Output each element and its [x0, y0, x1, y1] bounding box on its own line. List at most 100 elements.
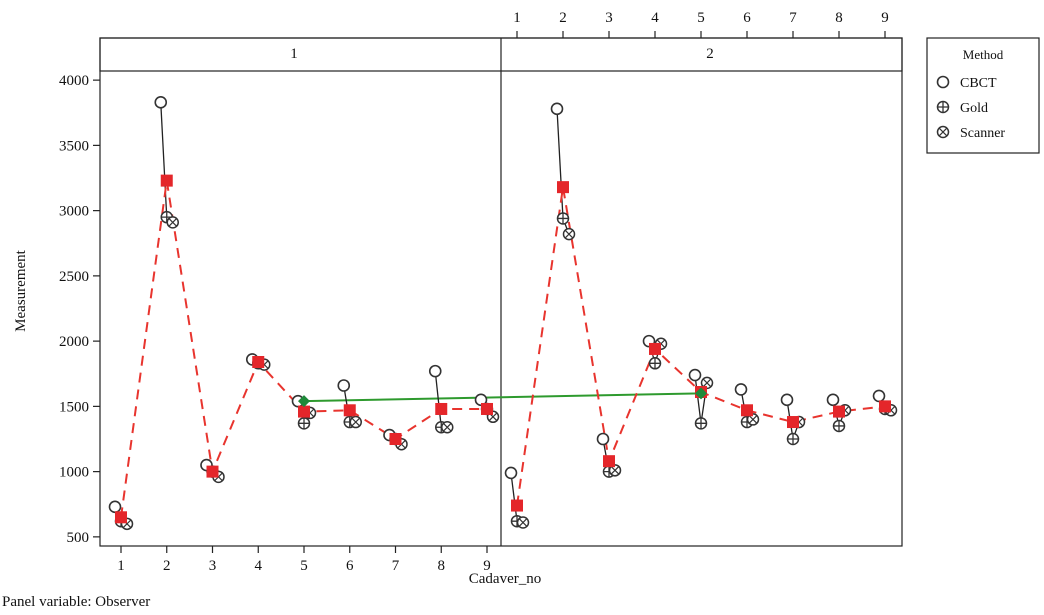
panel-2-scanner-point-2-x [564, 229, 574, 239]
panel-1-cbct-point-8 [428, 364, 442, 378]
panel-1-mean-marker-4 [252, 356, 265, 369]
panel-label-1: 1 [290, 46, 298, 62]
overall-mean-line [303, 392, 702, 403]
panel-2-gold-point-2-cross [557, 212, 569, 224]
panel-2-gold-point-4-cross [649, 357, 661, 369]
panel-1-mean-marker-8 [435, 402, 448, 415]
panel-2-scanner-point-5 [700, 376, 714, 390]
y-tick-label-3500: 3500 [59, 138, 89, 154]
y-tick-label-3000: 3000 [59, 204, 89, 220]
x-axis-label: Cadaver_no [469, 571, 541, 587]
panel-1-scanner-point-8 [441, 421, 454, 434]
panel-2-scanner-point-1 [516, 516, 530, 529]
panel-1-mean-marker-5 [298, 405, 310, 418]
panel-1-mean-marker-6 [343, 404, 356, 417]
legend-label-cbct: CBCT [960, 76, 997, 91]
panel-1-marks [108, 96, 702, 531]
panel-2-mean-marker-7 [787, 416, 799, 429]
panel-1-mean-marker-7 [389, 432, 402, 445]
y-axis: 500 1000 1500 2000 2500 3000 3500 4000 [59, 73, 100, 546]
legend-marker-scanner-x [938, 127, 948, 137]
legend-items: CBCT Gold Scanner [936, 75, 1005, 141]
panel-1-cbct-point-1 [108, 500, 122, 514]
footnote: Panel variable: Observer [2, 594, 150, 610]
x-tick-label-bottom-8: 8 [438, 558, 446, 574]
y-tick-label-1000: 1000 [59, 465, 89, 481]
panel-2-cbct-point-3 [596, 432, 610, 446]
panel-1-gold-point-5-cross [298, 417, 310, 429]
panel-2-gold-point-8 [832, 419, 846, 433]
x-tick-label-bottom-1: 1 [117, 558, 125, 574]
panel-2-scanner-point-6-x [748, 415, 758, 424]
panel-1-scanner-point-6-x [351, 417, 361, 427]
x-tick-label-bottom-6: 6 [346, 558, 354, 574]
panel-2-gold-point-2 [556, 212, 570, 225]
panel-1-mean-marker-2 [160, 174, 173, 187]
panel-2-mean-marker-9 [879, 400, 891, 413]
panel-2-gold-point-8-cross [833, 420, 845, 432]
panel-2-cbct-point-2 [550, 102, 564, 116]
panel-2-cbct-point-8 [826, 393, 840, 407]
legend-label-gold: Gold [960, 101, 988, 116]
panel-1-scanner-point-2 [166, 216, 179, 229]
panel-1-mean-line [120, 180, 487, 518]
panel-label-2: 2 [706, 46, 714, 62]
x-tick-label-top-4: 4 [651, 10, 659, 26]
panel-2-cbct-point-6 [734, 383, 748, 396]
panel-1-gold-point-5 [297, 417, 311, 430]
x-tick-label-top-3: 3 [605, 10, 613, 26]
panel-2-scanner-point-3-x [610, 465, 620, 475]
panel-1-mean-marker-9 [481, 402, 493, 415]
legend-marker-gold [936, 100, 950, 114]
panel-1-scanner-point-2-x [168, 218, 178, 227]
panel-2-gold-point-7-cross [787, 433, 799, 445]
legend-marker-cbct [936, 75, 950, 89]
panel-1-cbct-point-2 [154, 96, 168, 109]
y-tick-label-4000: 4000 [59, 73, 89, 89]
x-tick-label-bottom-9: 9 [483, 558, 491, 574]
x-tick-label-top-8: 8 [835, 10, 843, 26]
panel-2-mean-marker-4 [649, 342, 661, 355]
panel-1-mean-marker-1 [115, 511, 127, 524]
x-tick-label-top-1: 1 [513, 10, 521, 26]
x-axis-bottom: 1 2 3 4 5 6 7 8 9 [117, 546, 491, 574]
panel-1-cbct-point-6 [337, 379, 351, 392]
y-tick-label-2000: 2000 [59, 334, 89, 350]
legend: Method CBCT Gold Scanner [926, 37, 1040, 154]
x-tick-label-top-7: 7 [789, 10, 797, 26]
panel-2-mean-marker-2 [557, 181, 569, 194]
panel-2-gold-point-5-cross [695, 417, 707, 429]
panel-2-mean-marker-1 [511, 499, 523, 512]
panel-2-scanner-point-1-x [518, 518, 528, 527]
panel-2-mean-marker-6 [741, 404, 753, 417]
panel-2-scanner-point-3 [608, 464, 622, 477]
panel-1-mean-marker-3 [206, 465, 219, 478]
legend-title: Method [963, 47, 1004, 62]
x-tick-label-bottom-2: 2 [163, 558, 171, 574]
y-axis-label: Measurement [13, 249, 29, 331]
panel-2-overall-mean-marker [695, 387, 707, 400]
panel-2-gold-point-7 [786, 432, 800, 446]
x-tick-label-bottom-4: 4 [255, 558, 263, 574]
x-tick-label-bottom-7: 7 [392, 558, 400, 574]
panel-2-gold-point-5 [694, 417, 708, 430]
legend-marker-scanner [936, 125, 950, 139]
x-axis-top: 1 2 3 4 5 6 7 8 9 [513, 10, 889, 38]
y-tick-label-1500: 1500 [59, 399, 89, 415]
panel-2-cbct-point-1 [504, 466, 518, 480]
panel-1-scanner-point-8-x [442, 422, 452, 432]
panel-2-scanner-point-5-x [702, 378, 712, 388]
x-tick-label-top-9: 9 [881, 10, 889, 26]
panel-2-scanner-point-2 [562, 227, 576, 241]
panel-1-scanner-point-6 [349, 415, 362, 429]
panel-2-cbct-point-7 [780, 393, 794, 407]
x-tick-label-bottom-5: 5 [300, 558, 308, 574]
panel-2-cbct-point-5 [688, 368, 702, 382]
panel-2-gold-point-4 [648, 357, 662, 370]
panel-1-overall-mean-marker [298, 395, 310, 408]
panel-2-marks [504, 102, 898, 529]
panel-2-mean-marker-3 [603, 455, 615, 468]
legend-label-scanner: Scanner [960, 126, 1005, 141]
y-tick-label-500: 500 [67, 530, 90, 546]
